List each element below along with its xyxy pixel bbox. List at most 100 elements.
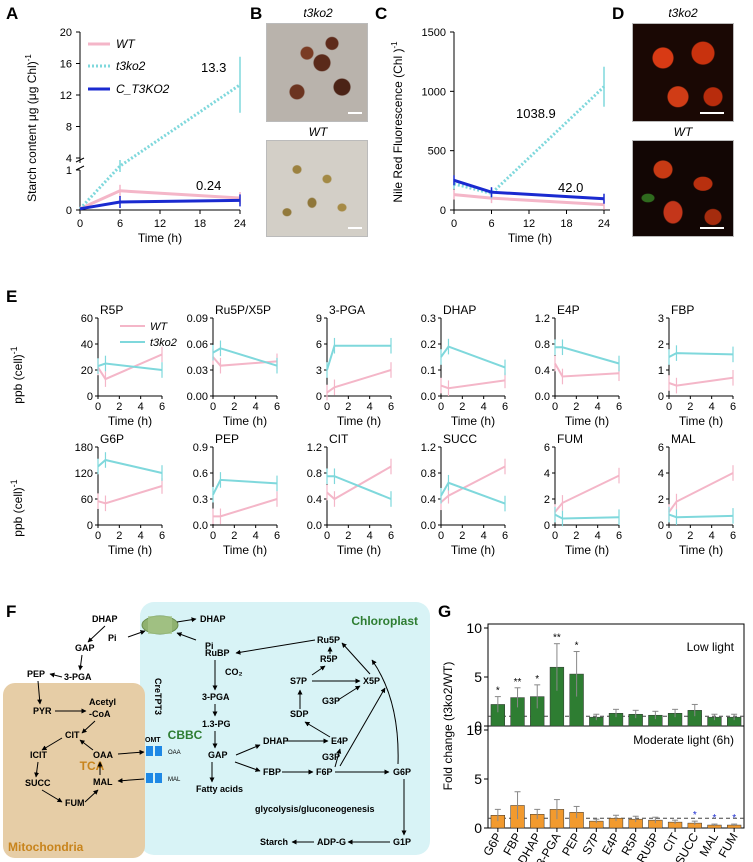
photo-label-b-t3ko2: t3ko2: [303, 6, 333, 20]
panel-e-x-tick-label: 4: [138, 401, 144, 413]
metabolite-s7p: S7P: [290, 676, 307, 686]
panel-e-y-tick-label: 1.2: [307, 442, 322, 454]
mitochondria-compartment: [3, 683, 145, 858]
panel-e-title-mal: MAL: [671, 432, 696, 446]
panel-a-x-tick-label: 12: [154, 218, 166, 230]
panel-e-y-tick-label: 6: [544, 442, 550, 454]
panel-e-x-tick-label: 2: [116, 530, 122, 542]
panel-e-y-tick-label: 0.09: [187, 313, 208, 325]
panel-a-axis-break: [75, 165, 85, 171]
panel-e-x-tick-label: 2: [345, 401, 351, 413]
metabolite-f6p: F6P: [316, 767, 333, 777]
panel-e-xlabel: Time (h): [679, 543, 723, 557]
panel-g-y-tick-label: 0: [474, 718, 482, 734]
panel-e-x-tick-label: 0: [438, 401, 444, 413]
panel-e-x-tick-label: 4: [481, 401, 487, 413]
panel-e-xlabel: Time (h): [223, 543, 267, 557]
arrow-cit-icit: [41, 737, 63, 751]
metabolite-icit: ICIT: [30, 750, 48, 760]
panel-g-significance: *: [496, 686, 500, 697]
panel-a-annotation-13-3: 13.3: [201, 60, 226, 75]
panel-e-series-wt-fum: [554, 474, 620, 513]
panel-e-series-wt-dhap: [440, 379, 506, 390]
panel-e-y-tick-label: 0.3: [193, 494, 208, 506]
panel-e-y-tick-label: 2: [658, 494, 664, 506]
panel-e-x-tick-label: 0: [552, 530, 558, 542]
panel-a-ylabel: Starch content μg (μg Chl)-1: [24, 54, 39, 202]
panel-a-y-tick-label: 12: [60, 90, 72, 102]
panel-e-y-tick-label: 2: [658, 339, 664, 351]
panel-g-x-tick-label: G6P: [480, 831, 504, 859]
panel-e-x-tick-label: 4: [138, 530, 144, 542]
metabolite-g3p-upper: G3P: [322, 696, 340, 706]
metabolite-e4p: E4P: [331, 736, 348, 746]
panel-g-x-tick-label: S7P: [579, 831, 602, 858]
metabolite-mal: MAL: [93, 777, 113, 787]
panel-e-y-tick-label: 4: [658, 468, 664, 480]
panel-letter-a: A: [6, 4, 18, 23]
panel-e-y-tick-label: 0.8: [421, 468, 436, 480]
panel-f-pathway-diagram: Chloroplast Mitochondria CBBC TCA CreTPT…: [3, 602, 430, 858]
panel-c-annotation-1038-9: 1038.9: [516, 106, 556, 121]
panel-e-y-tick-label: 60: [81, 313, 93, 325]
panel-e-y-tick-label: 2: [544, 494, 550, 506]
panel-e-y-tick-label: 60: [81, 494, 93, 506]
panel-a-y-tick-label: 16: [60, 59, 72, 71]
panel-c-x-tick-label: 0: [451, 218, 457, 230]
panel-e-x-tick-label: 2: [573, 530, 579, 542]
panel-g-chart: Fold change (t3ko2/WT) Low light Moderat…: [441, 620, 745, 862]
legend-label-wt: WT: [116, 37, 136, 51]
metabolite-g1p: G1P: [393, 837, 411, 847]
metabolite-r5p: R5P: [320, 654, 338, 664]
panel-c-series-t3ko2: [453, 85, 606, 196]
metabolite-co2: CO₂: [225, 667, 243, 677]
panel-g-y-tick-label: 5: [474, 669, 482, 685]
metabolite-dhap-cytosol: DHAP: [92, 614, 118, 624]
panel-g-significance: *: [693, 810, 697, 821]
panel-e-series-t3ko2-cit: [327, 475, 392, 500]
photo-label-d-t3ko2: t3ko2: [668, 6, 698, 20]
panel-e-series-wt-pep: [213, 498, 278, 518]
arrow-gap-dhap: [235, 744, 261, 756]
panel-a-y-tick-label: 8: [66, 122, 72, 134]
omt-transporter-icon: [146, 773, 153, 783]
panel-e-legend-t3ko2: t3ko2: [150, 337, 177, 349]
t3ko2-fluorescence-photo: [632, 23, 734, 122]
panel-letter-e: E: [6, 287, 17, 306]
panel-g-significance: *: [713, 813, 717, 824]
panel-e-y-tick-label: 0.0: [535, 391, 550, 403]
arrow-dhap-transport: [176, 617, 197, 623]
panel-e-y-tick-label: 0.06: [187, 339, 208, 351]
panel-e-y-tick-label: 0.00: [187, 391, 208, 403]
panel-e-y-tick-label: 0.8: [535, 339, 550, 351]
panel-e-y-tick-label: 0.4: [535, 365, 550, 377]
panel-g-significance: **: [514, 677, 522, 688]
arrow-s7p-r5p: [311, 665, 326, 676]
panel-e-y-tick-label: 180: [75, 442, 93, 454]
omt-transporter-icon: [146, 746, 153, 756]
metabolite-rubp: RuBP: [205, 648, 230, 658]
panel-a-x-tick-label: 0: [77, 218, 83, 230]
panel-e-xlabel: Time (h): [108, 414, 152, 428]
arrow-dhap-gap: [87, 625, 106, 643]
panel-e-y-tick-label: 0.3: [421, 313, 436, 325]
panel-g-condition-low-light: Low light: [687, 640, 735, 654]
photo-label-d-wt: WT: [674, 125, 694, 139]
panel-e-x-tick-label: 6: [274, 530, 280, 542]
panel-e-x-tick-label: 0: [95, 530, 101, 542]
panel-a-annotation-0-24: 0.24: [196, 178, 221, 193]
panel-e-x-tick-label: 2: [459, 530, 465, 542]
panel-e-xlabel: Time (h): [337, 414, 381, 428]
panel-e-x-tick-label: 2: [231, 530, 237, 542]
mitochondria-label: Mitochondria: [8, 840, 84, 854]
panel-e-series-wt-mal: [668, 472, 734, 513]
omt-label: OMT: [145, 737, 161, 744]
panel-e-x-tick-label: 2: [687, 530, 693, 542]
panel-e-x-tick-label: 6: [159, 401, 165, 413]
panel-c-x-tick-label: 18: [560, 218, 572, 230]
panel-e-title-3-pga: 3-PGA: [329, 303, 365, 317]
arrow-g3p-x5p: [337, 685, 361, 701]
panel-a-xlabel: Time (h): [138, 231, 182, 245]
panel-e-x-tick-label: 6: [274, 401, 280, 413]
